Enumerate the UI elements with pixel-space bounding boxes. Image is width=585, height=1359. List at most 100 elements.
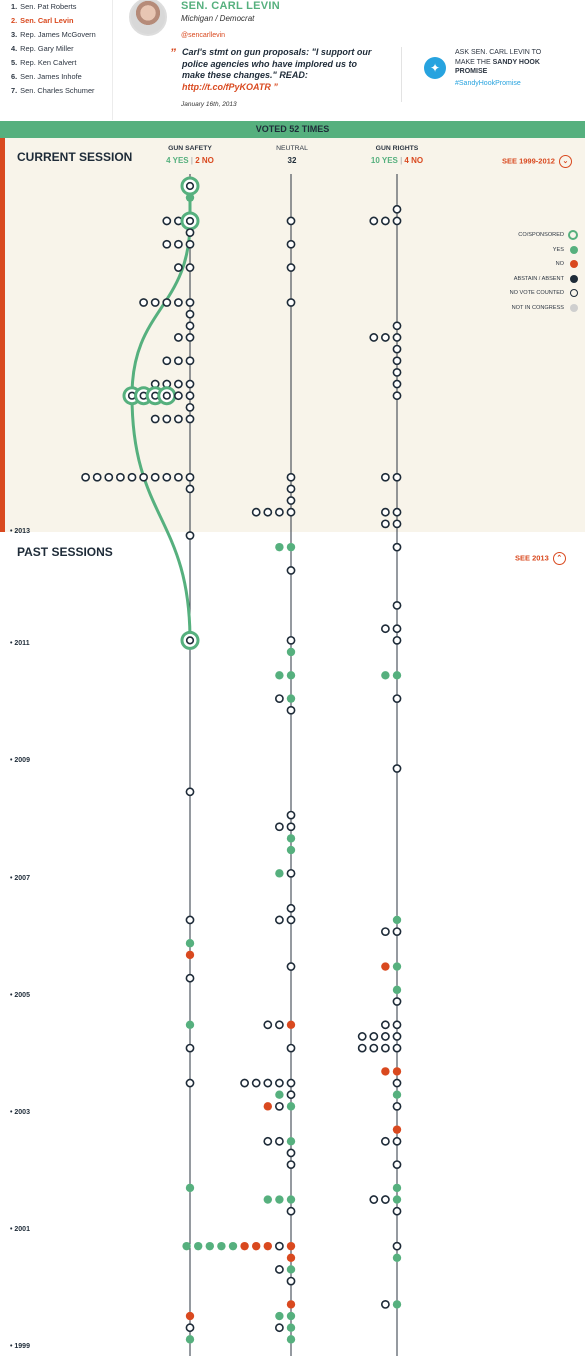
gun-rights-row-74-mark-3-no-vote — [392, 1043, 402, 1053]
gun-safety-row-19-mark-0-no-vote — [185, 402, 195, 412]
ask-promise-link[interactable]: ASK SEN. CARL LEVIN TO MAKE THE SANDY HO… — [455, 48, 555, 77]
neutral-row-93-mark-1-yes — [286, 1265, 296, 1274]
gun-rights-row-78-mark-0-yes — [392, 1090, 402, 1099]
nav-item-5[interactable]: 5. Rep. Ken Calvert — [11, 56, 112, 70]
nav-item-label: Sen. James Inhofe — [20, 72, 82, 81]
legend-item-no: NO — [470, 259, 578, 269]
gun-safety-row-10-mark-3-no-vote — [173, 298, 183, 307]
gun-safety-row-26-mark-0-no-vote — [185, 484, 195, 494]
twitter-handle-link[interactable]: @sencarllevin — [181, 32, 226, 39]
nav-item-6[interactable]: 6. Sen. James Inhofe — [11, 70, 112, 84]
gun-safety-row-3-mark-0-no-vote — [162, 216, 172, 226]
tweet-date: January 16th, 2013 — [181, 101, 237, 108]
profile-header: SEN. CARL LEVIN Michigan / Democrat @sen… — [112, 0, 585, 120]
nav-item-2[interactable]: 2. Sen. Carl Levin — [11, 14, 112, 28]
legend-swatch-notin — [570, 303, 578, 312]
gun-safety-sep: | — [190, 156, 193, 165]
neutral-row-44-mark-1-yes — [286, 694, 296, 703]
neutral-row-91-mark-0-yes — [182, 1241, 191, 1251]
gun-safety-row-25-mark-3-no-vote — [116, 472, 125, 482]
nav-item-label: Rep. Gary Miller — [20, 44, 74, 53]
gun-rights-row-74-mark-2-no-vote — [380, 1043, 390, 1053]
legend-item-notin: NOT IN CONGRESS — [470, 303, 578, 313]
senator-name: SEN. CARL LEVIN — [181, 0, 281, 12]
gun-rights-row-42-mark-1-yes — [392, 671, 402, 680]
gun-rights-row-25-mark-1-no-vote — [392, 472, 402, 482]
gun-rights-row-73-mark-1-no-vote — [369, 1032, 379, 1041]
gun-safety-row-65-mark-0-yes — [185, 939, 195, 948]
gun-rights-row-91-mark-0-no-vote — [392, 1241, 402, 1251]
neutral-row-83-mark-0-no-vote — [286, 1148, 296, 1158]
gun-rights-row-73-mark-2-no-vote — [380, 1032, 390, 1041]
gun-safety-row-10-mark-2-no-vote — [162, 298, 172, 307]
gun-safety-row-17-mark-3-no-vote — [185, 379, 195, 389]
neutral-row-91-mark-5-no — [240, 1241, 249, 1251]
year-label-2011: • 2011 — [10, 640, 30, 647]
tweet-link[interactable]: http://t.co/fPyKOATR — [182, 81, 271, 92]
past-sessions-title: PAST SESSIONS — [17, 545, 113, 559]
sponsorship-trail — [130, 184, 192, 642]
see-1999-2012-button[interactable]: SEE 1999-2012 ⌄ — [502, 155, 572, 168]
nav-item-7[interactable]: 7. Sen. Charles Schumer — [11, 84, 112, 98]
legend-swatch-no — [570, 260, 578, 268]
gun-rights-row-76-mark-0-no — [381, 1067, 390, 1076]
see-1999-2012-label: SEE 1999-2012 — [502, 156, 555, 166]
gun-rights-count: 10 YES | 4 NO — [352, 156, 442, 165]
neutral-row-91-mark-9-no — [286, 1241, 296, 1251]
legend-swatch-novote — [570, 289, 578, 297]
ask-promise: SANDY HOOK PROMISE — [455, 58, 540, 76]
neutral-row-42-mark-0-yes — [275, 671, 284, 680]
see-2013-button[interactable]: SEE 2013 ⌃ — [515, 552, 566, 565]
gun-rights-row-39-mark-0-no-vote — [392, 635, 402, 645]
nav-item-1[interactable]: 1. Sen. Pat Roberts — [11, 0, 112, 14]
legend-item-abstain: ABSTAIN / ABSENT — [470, 274, 578, 284]
gun-safety-row-0-mark-0-cosponsored-core — [185, 181, 195, 191]
gun-safety-row-66-mark-0-no — [185, 950, 195, 960]
gun-rights-no: 4 NO — [404, 156, 424, 165]
see-2013-label: SEE 2013 — [515, 553, 549, 563]
gun-rights-row-13-mark-2-no-vote — [392, 333, 402, 342]
gun-rights-row-67-mark-1-yes — [392, 962, 402, 971]
nav-item-4[interactable]: 4. Rep. Gary Miller — [11, 42, 112, 56]
neutral-row-79-mark-0-no — [263, 1102, 272, 1111]
year-label-2009: • 2009 — [10, 757, 30, 764]
legend-swatch-abstain — [570, 274, 578, 283]
gun-rights-row-38-mark-0-no-vote — [380, 624, 390, 634]
legend-label: NOT IN CONGRESS — [511, 304, 564, 311]
chevron-down-icon: ⌄ — [558, 155, 572, 168]
neutral-row-97-mark-1-yes — [286, 1311, 296, 1321]
gun-rights-row-25-mark-0-no-vote — [380, 472, 390, 482]
gun-rights-row-2-mark-0-no-vote — [392, 204, 402, 214]
gun-safety-yes: 4 YES — [166, 156, 189, 165]
gun-rights-row-64-mark-1-no-vote — [392, 927, 402, 936]
neutral-row-77-mark-0-no-vote — [240, 1078, 249, 1088]
neutral-row-27-mark-0-no-vote — [286, 496, 296, 505]
gun-safety-row-30-mark-0-no-vote — [185, 531, 195, 540]
gun-safety-row-10-mark-4-no-vote — [185, 298, 195, 307]
open-quote-icon: ” — [170, 46, 176, 60]
current-session-title: CURRENT SESSION — [17, 150, 133, 164]
gun-safety-row-7-mark-1-no-vote — [185, 263, 195, 272]
gun-rights-row-28-mark-0-no-vote — [380, 507, 390, 517]
nav-item-number: 3. — [11, 30, 18, 39]
neutral-row-82-mark-1-no-vote — [274, 1136, 284, 1146]
legend-item-yes: YES — [470, 245, 578, 255]
twitter-bird-icon[interactable]: ✦ — [424, 57, 446, 79]
neutral-row-91-mark-7-no — [263, 1241, 272, 1251]
hashtag-link[interactable]: #SandyHookPromise — [455, 80, 521, 87]
neutral-row-56-mark-0-yes — [286, 834, 296, 843]
neutral-row-91-mark-6-no — [252, 1241, 261, 1251]
legend-swatch-co — [568, 230, 578, 240]
nav-item-3[interactable]: 3. Rep. James McGovern — [11, 28, 112, 42]
gun-safety-row-86-mark-0-yes — [185, 1183, 195, 1193]
legend-item-co: CO/SPONSORED — [470, 230, 578, 240]
gun-safety-row-4-mark-0-no-vote — [185, 228, 195, 237]
nav-item-label: Sen. Pat Roberts — [20, 2, 77, 11]
gun-rights-row-38-mark-1-no-vote — [392, 624, 402, 634]
close-quote-icon: ” — [273, 81, 278, 92]
neutral-row-57-mark-0-yes — [286, 845, 296, 855]
gun-rights-row-72-mark-0-no-vote — [380, 1020, 390, 1030]
representative-list: 1. Sen. Pat Roberts 2. Sen. Carl Levin 3. Rep… — [0, 0, 112, 98]
current-session-panel — [0, 138, 585, 532]
gun-safety-row-18-mark-3-cosponsored-core — [162, 391, 171, 400]
